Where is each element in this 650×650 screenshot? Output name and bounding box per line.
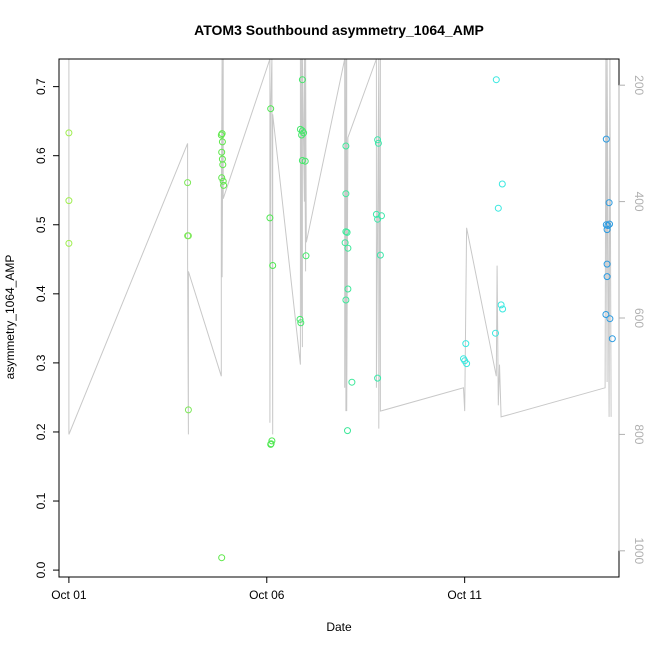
y-tick-label: 0.5 bbox=[34, 216, 48, 233]
points-layer bbox=[65, 76, 616, 562]
data-point bbox=[298, 131, 306, 139]
data-point bbox=[298, 76, 306, 84]
data-point bbox=[342, 142, 350, 150]
chart-title: ATOM3 Southbound asymmetry_1064_AMP bbox=[194, 22, 484, 38]
data-point bbox=[217, 131, 225, 139]
x-axis: Oct 01 Oct 06 Oct 11 bbox=[51, 576, 482, 602]
data-point bbox=[342, 190, 350, 198]
data-point bbox=[296, 315, 304, 323]
data-point bbox=[344, 427, 351, 435]
data-point bbox=[218, 174, 226, 182]
data-point bbox=[376, 251, 384, 259]
data-point bbox=[602, 311, 610, 318]
data-point bbox=[266, 214, 274, 222]
y-tick-label: 0.3 bbox=[34, 354, 48, 371]
data-point bbox=[463, 360, 471, 368]
data-point bbox=[268, 437, 276, 445]
data-point bbox=[497, 301, 505, 309]
y-axis: 0.0 0.1 0.2 0.3 0.4 0.5 0.6 0.7 bbox=[34, 78, 60, 578]
y2-tick-label: 1000 bbox=[632, 537, 646, 564]
data-point bbox=[603, 273, 611, 281]
y2-tick-label: 200 bbox=[632, 75, 646, 95]
data-point bbox=[267, 440, 275, 448]
data-point bbox=[604, 222, 612, 229]
data-point bbox=[302, 252, 310, 260]
data-point bbox=[184, 232, 192, 240]
data-point bbox=[218, 554, 226, 562]
y-tick-label: 0.1 bbox=[34, 492, 48, 509]
data-point bbox=[341, 239, 349, 247]
data-point bbox=[65, 129, 73, 137]
data-point bbox=[218, 130, 226, 138]
plot-frame bbox=[58, 58, 620, 578]
data-point bbox=[492, 329, 499, 337]
secondary-line-layer bbox=[68, 58, 612, 435]
data-point bbox=[374, 374, 382, 382]
y-tick-label: 0.6 bbox=[34, 147, 48, 164]
data-point bbox=[374, 139, 382, 147]
data-point bbox=[374, 215, 382, 223]
data-point bbox=[269, 262, 277, 269]
data-point bbox=[606, 315, 614, 323]
data-point bbox=[603, 260, 611, 268]
data-point bbox=[342, 228, 350, 236]
y-tick-label: 0.7 bbox=[34, 78, 48, 95]
y-tick-label: 0.4 bbox=[34, 285, 48, 302]
data-point bbox=[219, 177, 227, 185]
data-point bbox=[300, 129, 308, 137]
data-point bbox=[462, 340, 470, 348]
data-point bbox=[605, 199, 613, 207]
x-tick-label: Oct 11 bbox=[447, 588, 482, 602]
y2-tick-label: 600 bbox=[632, 308, 646, 328]
x-axis-label: Date bbox=[326, 620, 352, 634]
data-point bbox=[301, 157, 309, 165]
data-point bbox=[608, 335, 616, 343]
y-tick-label: 0.0 bbox=[34, 561, 48, 578]
data-point bbox=[65, 197, 73, 205]
data-point bbox=[492, 76, 500, 84]
y2-axis: 200 400 600 800 1000 bbox=[618, 75, 646, 564]
data-point bbox=[184, 179, 192, 187]
y2-tick-label: 400 bbox=[632, 192, 646, 212]
y-axis-label: asymmetry_1064_AMP bbox=[3, 255, 17, 380]
x-tick-label: Oct 01 bbox=[51, 588, 87, 602]
data-point bbox=[498, 180, 506, 188]
data-point bbox=[374, 136, 382, 144]
data-point bbox=[343, 228, 351, 236]
y-tick-label: 0.2 bbox=[34, 423, 48, 440]
x-tick-label: Oct 06 bbox=[249, 588, 285, 602]
data-point bbox=[344, 244, 352, 252]
data-point bbox=[602, 135, 610, 143]
data-point bbox=[219, 161, 227, 169]
secondary-line bbox=[68, 58, 612, 435]
data-point bbox=[372, 210, 380, 218]
data-point bbox=[65, 239, 73, 247]
data-point bbox=[267, 105, 275, 113]
data-point bbox=[298, 157, 306, 164]
data-point bbox=[499, 305, 507, 313]
y2-tick-label: 800 bbox=[632, 424, 646, 444]
data-point bbox=[218, 148, 226, 156]
data-point bbox=[378, 212, 385, 220]
data-point bbox=[220, 181, 228, 189]
data-point bbox=[342, 296, 350, 304]
data-point bbox=[603, 226, 611, 234]
data-point bbox=[494, 204, 502, 212]
data-point bbox=[297, 319, 305, 327]
data-point bbox=[348, 378, 356, 386]
data-point bbox=[344, 285, 352, 293]
data-point bbox=[218, 138, 226, 146]
data-point bbox=[184, 406, 192, 414]
